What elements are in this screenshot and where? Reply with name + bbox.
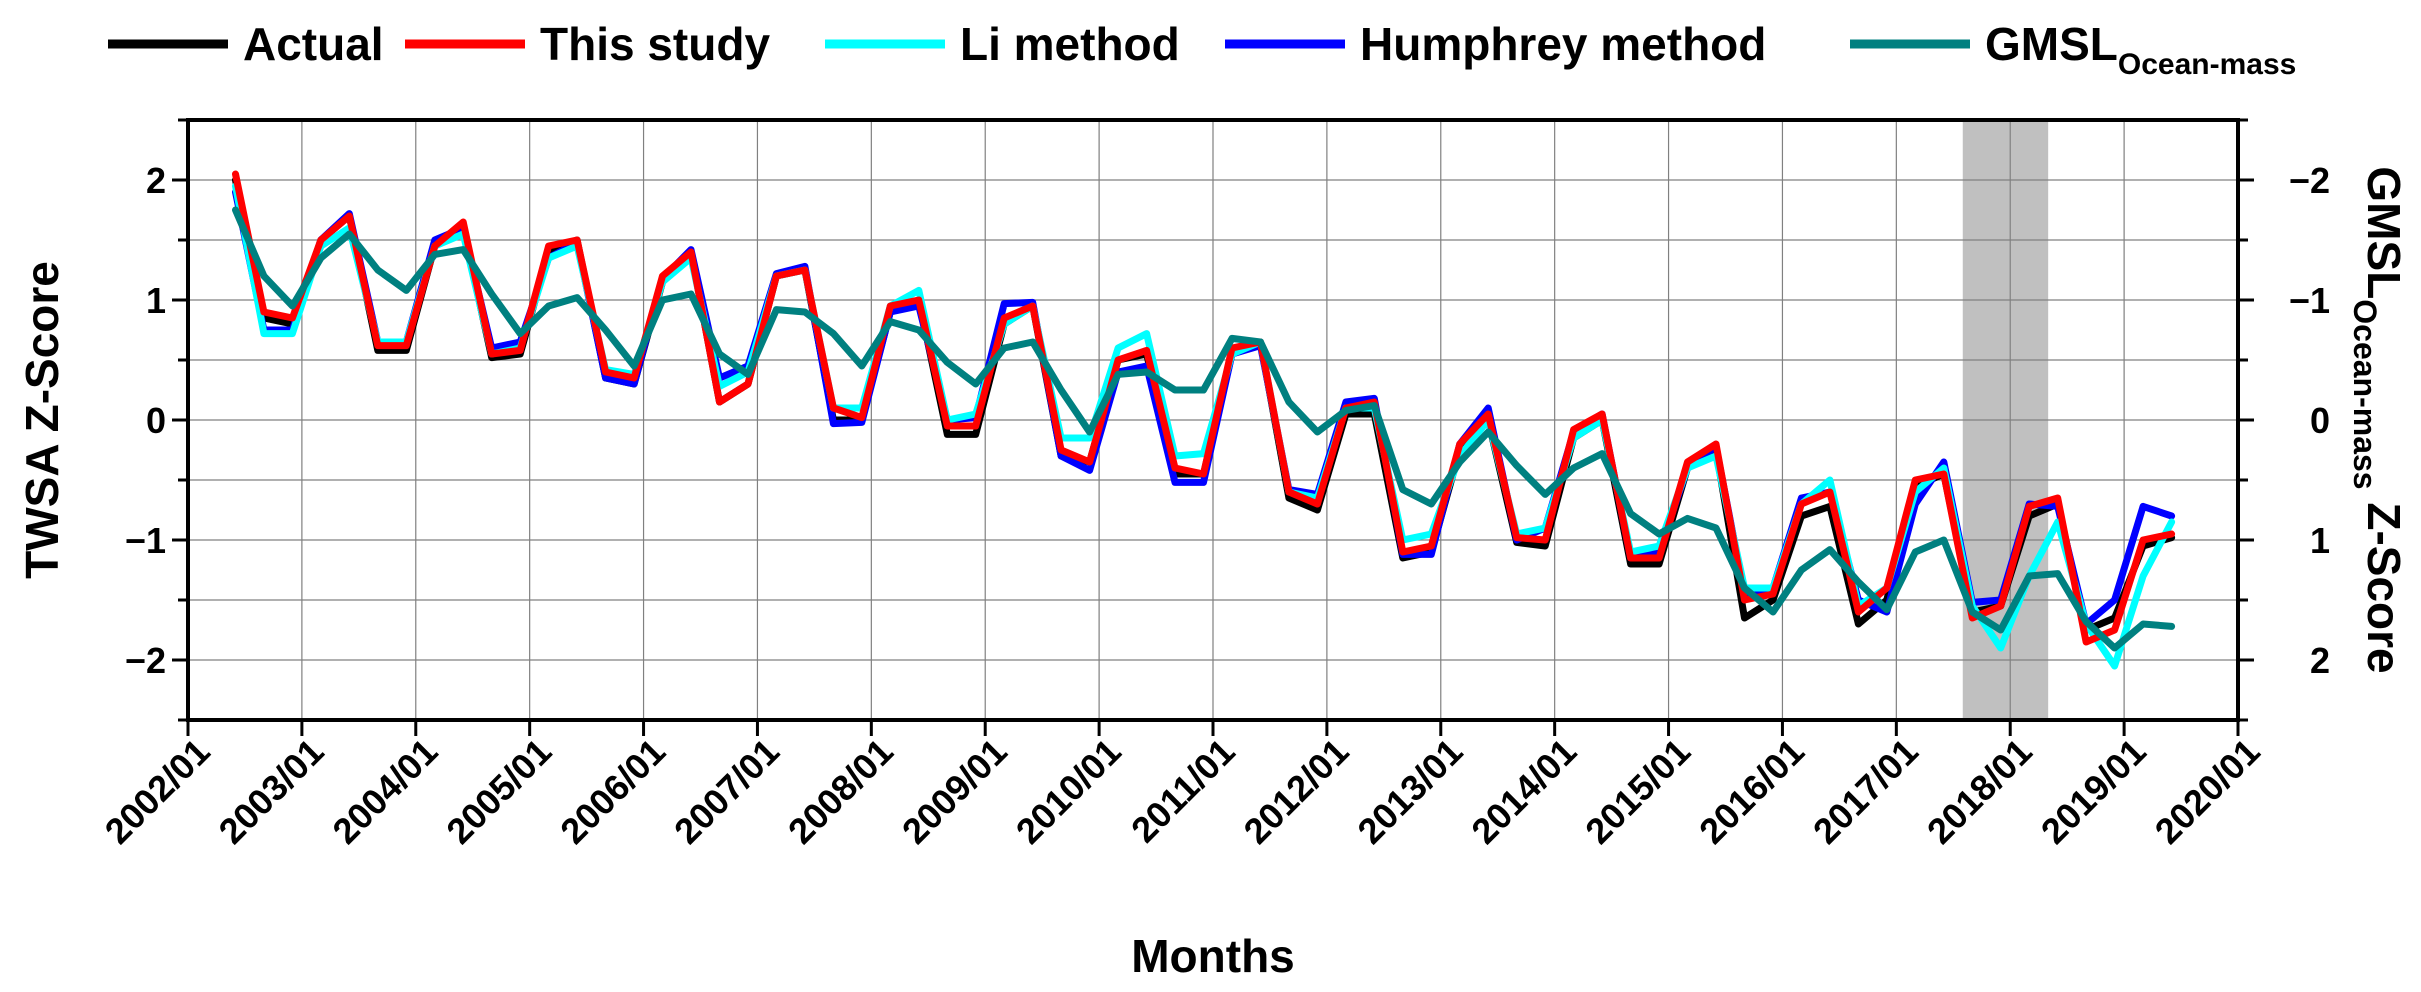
y-left-tick-label: 1: [146, 280, 166, 321]
x-tick-label: 2006/01: [552, 731, 673, 852]
y-right-tick-label: 0: [2310, 400, 2330, 441]
y-right-tick-label: 2: [2310, 640, 2330, 681]
y-axis-right-title-suffix: Z-Score: [2358, 490, 2410, 674]
x-tick-label: 2013/01: [1349, 731, 1470, 852]
x-tick-label: 2010/01: [1008, 731, 1129, 852]
x-tick-label: 2007/01: [666, 731, 787, 852]
x-tick-label: 2002/01: [97, 731, 218, 852]
series-layer: [232, 170, 2176, 670]
x-tick-label: 2011/01: [1123, 731, 1243, 851]
y-axis-right-title: GMSLOcean-mass Z-Score: [2347, 166, 2410, 673]
series-line-gmsl: [232, 206, 2176, 652]
x-tick-label: 2018/01: [1919, 731, 2040, 852]
legend: Actual This study Li method Humphrey method…: [108, 18, 2296, 81]
legend-label-li: Li method: [960, 18, 1180, 70]
x-tick-label: 2015/01: [1577, 731, 1698, 852]
y-right-tick-label: −2: [2289, 160, 2330, 201]
y-axis-right-title-main: GMSL: [2358, 166, 2410, 299]
x-tick-label: 2009/01: [894, 731, 1015, 852]
x-tick-label: 2005/01: [438, 731, 559, 852]
y-right-tick-label: −1: [2289, 280, 2330, 321]
x-tick-label: 2003/01: [211, 731, 332, 852]
legend-label-text: Actual: [243, 18, 384, 70]
legend-label-text: GMSL: [1985, 18, 2118, 70]
series-line-this_study: [232, 170, 2176, 646]
y-left-tick-label: −1: [125, 520, 166, 561]
y-left-tick-label: −2: [125, 640, 166, 681]
legend-label-text: Humphrey method: [1360, 18, 1766, 70]
y-left-tick-label: 0: [146, 400, 166, 441]
x-axis-title: Months: [1131, 930, 1295, 982]
x-tick-label: 2016/01: [1691, 731, 1812, 852]
series-line-humphrey: [232, 188, 2176, 628]
legend-label-subscript: Ocean-mass: [2118, 48, 2296, 81]
legend-label-text: Li method: [960, 18, 1180, 70]
legend-label-this_study: This study: [540, 18, 770, 70]
x-tick-label: 2012/01: [1236, 731, 1357, 852]
y-left-tick-label: 2: [146, 160, 166, 201]
x-tick-label: 2004/01: [324, 731, 445, 852]
x-tick-label: 2008/01: [780, 731, 901, 852]
y-axis-right-title-sub: Ocean-mass: [2347, 299, 2383, 489]
y-right-tick-label: 1: [2310, 520, 2330, 561]
y-axis-left-title: TWSA Z-Score: [16, 261, 68, 579]
legend-label-text: This study: [540, 18, 770, 70]
legend-label-gmsl: GMSLOcean-mass: [1985, 18, 2296, 81]
x-tick-label: 2017/01: [1805, 731, 1926, 852]
legend-label-humphrey: Humphrey method: [1360, 18, 1766, 70]
legend-label-actual: Actual: [243, 18, 384, 70]
x-tick-label: 2020/01: [2147, 731, 2268, 852]
x-tick-label: 2014/01: [1463, 731, 1584, 852]
x-tick-label: 2019/01: [2033, 731, 2154, 852]
series-line-actual: [232, 176, 2176, 634]
